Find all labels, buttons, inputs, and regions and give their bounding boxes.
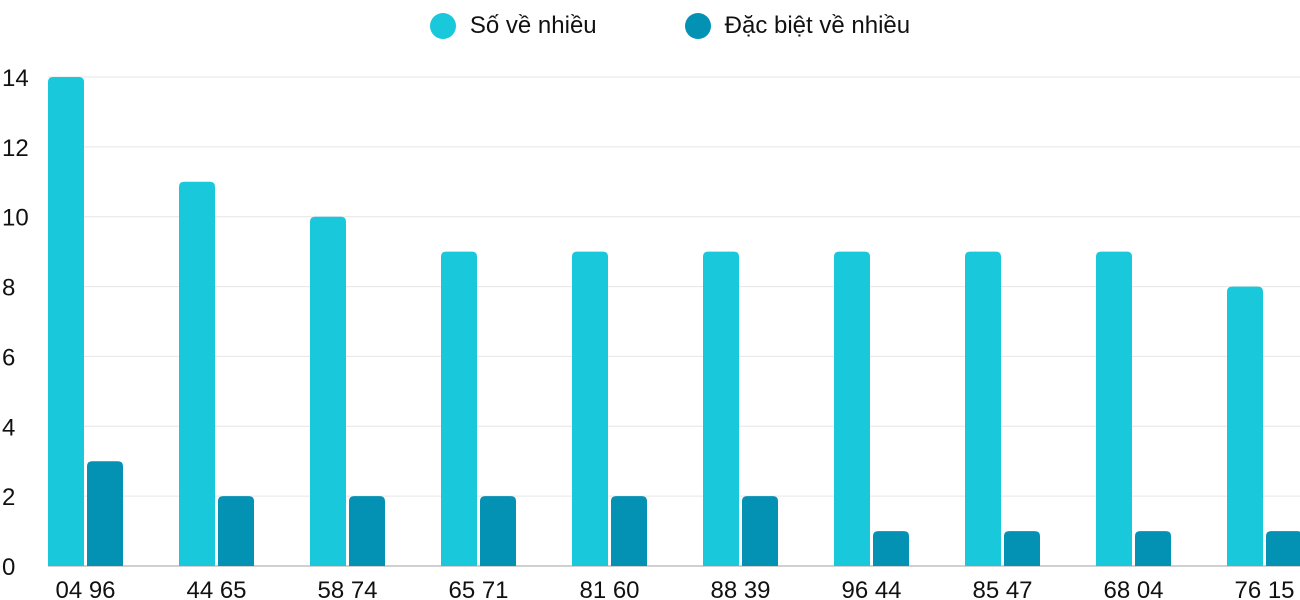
x-tick-label: 44 65 (186, 577, 246, 600)
bar-dac-biet (349, 496, 385, 566)
bar-dac-biet (611, 496, 647, 566)
x-tick-label: 04 96 (55, 577, 115, 600)
legend-item-dac-biet[interactable]: Đặc biệt về nhiều (684, 12, 911, 40)
bar-so-ve-nhieu (441, 251, 477, 566)
bar-dac-biet (1004, 531, 1040, 566)
y-tick-label: 8 (2, 275, 15, 302)
x-tick-label: 68 04 (1103, 577, 1163, 600)
bar-dac-biet (480, 496, 516, 566)
x-tick-label: 81 60 (579, 577, 639, 600)
bar-dac-biet (1266, 531, 1300, 566)
legend: Số về nhiều Đặc biệt về nhiều (0, 12, 1300, 40)
bar-so-ve-nhieu (48, 77, 84, 566)
x-tick-label: 65 71 (448, 577, 508, 600)
y-tick-label: 4 (2, 414, 15, 441)
bar-dac-biet (1135, 531, 1171, 566)
bar-so-ve-nhieu (965, 251, 1001, 566)
y-tick-label: 2 (2, 484, 15, 511)
y-tick-label: 10 (2, 205, 29, 232)
bar-so-ve-nhieu (179, 181, 215, 567)
x-tick-label: 58 74 (317, 577, 377, 600)
bar-so-ve-nhieu (703, 251, 739, 566)
bar-dac-biet (742, 496, 778, 566)
bar-so-ve-nhieu (572, 251, 608, 566)
y-tick-label: 12 (2, 135, 29, 162)
bar-so-ve-nhieu (1096, 251, 1132, 566)
legend-swatch-dark (684, 13, 711, 39)
y-tick-label: 6 (2, 344, 15, 371)
y-tick-label: 0 (2, 554, 15, 581)
legend-label: Số về nhiều (469, 12, 597, 39)
legend-label: Đặc biệt về nhiều (724, 12, 911, 39)
y-tick-label: 14 (2, 65, 29, 92)
legend-swatch-cyan (429, 13, 456, 39)
x-tick-label: 85 47 (972, 577, 1032, 600)
bar-so-ve-nhieu (1227, 286, 1263, 566)
bar-so-ve-nhieu (310, 216, 346, 566)
x-tick-label: 76 15 (1234, 577, 1294, 600)
x-tick-label: 88 39 (710, 577, 770, 600)
bar-dac-biet (873, 531, 909, 566)
legend-item-so-ve-nhieu[interactable]: Số về nhiều (429, 12, 597, 40)
bar-dac-biet (87, 461, 123, 566)
bar-so-ve-nhieu (834, 251, 870, 566)
x-tick-label: 96 44 (841, 577, 901, 600)
bar-dac-biet (218, 496, 254, 566)
